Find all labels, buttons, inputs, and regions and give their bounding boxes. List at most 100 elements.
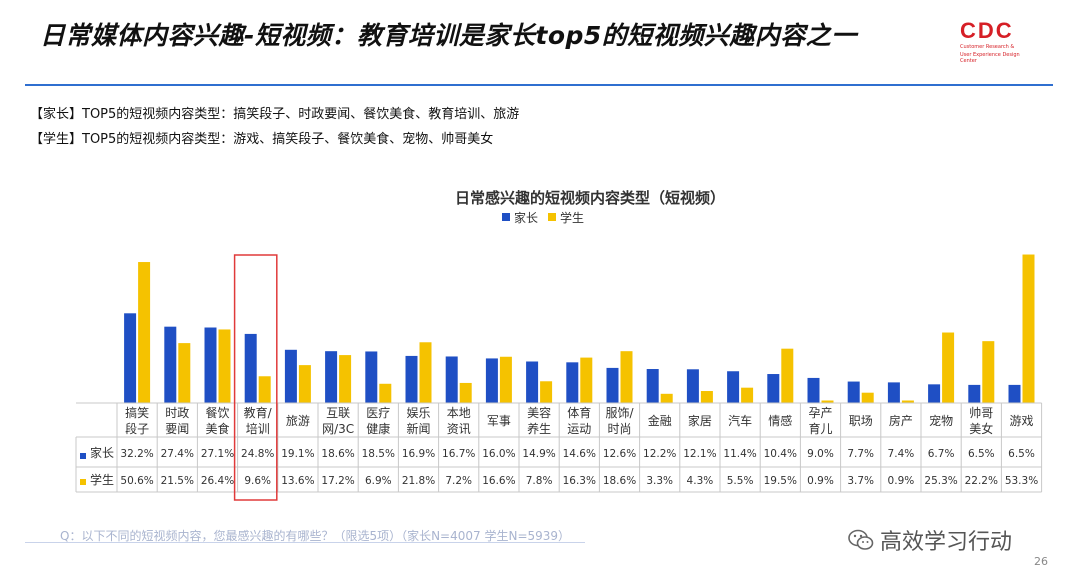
bar-parent (365, 351, 378, 403)
category-label: 家居 (688, 413, 712, 428)
value-label-parent: 16.7% (442, 448, 475, 460)
value-label-student: 7.8% (526, 475, 553, 487)
bar-parent (646, 369, 659, 403)
value-label-student: 17.2% (321, 475, 354, 487)
bar-parent (405, 355, 418, 403)
bar-parent (807, 377, 820, 403)
bar-student (138, 262, 151, 403)
value-label-parent: 27.1% (201, 448, 234, 460)
bar-parent (526, 361, 539, 403)
category-label: 美容 (527, 405, 551, 420)
logo-mark: CDC (960, 18, 1014, 43)
value-label-student: 3.7% (847, 475, 874, 487)
bar-parent (566, 362, 579, 403)
category-label: 互联 (326, 406, 350, 420)
student-summary: 【学生】TOP5的短视频内容类型：游戏、搞笑段子、餐饮美食、宠物、帅哥美女 (30, 132, 494, 147)
bar-parent (164, 326, 177, 403)
row-swatch-parent (80, 453, 86, 459)
category-label: 运动 (567, 422, 591, 436)
highlight-box (233, 254, 278, 501)
bar-student (379, 383, 392, 403)
value-label-parent: 16.0% (482, 448, 515, 460)
category-label: 美食 (205, 421, 229, 436)
bar-student (781, 348, 794, 403)
value-label-parent: 19.1% (281, 448, 314, 460)
category-label: 要闻 (165, 422, 189, 436)
value-label-student: 5.5% (727, 475, 754, 487)
category-label: 房产 (889, 413, 913, 428)
category-label: 帅哥 (969, 406, 993, 420)
category-label: 职场 (849, 414, 873, 428)
company-logo: CDC Customer Research & User Experience … (960, 18, 1034, 65)
value-label-student: 0.9% (888, 475, 915, 487)
value-label-parent: 7.7% (847, 448, 874, 460)
bar-student (178, 343, 191, 403)
category-label: 新闻 (406, 421, 430, 436)
value-label-parent: 9.0% (807, 448, 834, 460)
category-label: 军事 (487, 414, 511, 428)
bar-student (741, 387, 754, 403)
bar-student (982, 341, 995, 403)
bar-student (580, 357, 593, 403)
bar-student (861, 392, 874, 403)
category-label: 本地 (447, 406, 471, 420)
value-label-parent: 11.4% (723, 448, 756, 460)
bar-parent (968, 384, 981, 403)
value-label-student: 22.2% (965, 475, 998, 487)
bar-student (419, 342, 432, 403)
bar-parent (325, 351, 338, 403)
bar-student (1022, 254, 1035, 403)
value-label-student: 4.3% (687, 475, 714, 487)
value-label-student: 19.5% (764, 475, 797, 487)
wechat-watermark: 高效学习行动 (848, 524, 1012, 556)
bar-parent (727, 371, 740, 403)
wechat-icon (848, 529, 874, 550)
category-label: 金融 (648, 413, 672, 428)
category-label: 娱乐 (406, 406, 430, 420)
category-label: 旅游 (286, 414, 310, 428)
legend-swatch-parent (502, 213, 510, 221)
value-label-parent: 14.6% (563, 448, 596, 460)
category-label: 培训 (246, 421, 270, 436)
legend-swatch-student (548, 213, 556, 221)
survey-question-note: Q：以下不同的短视频内容，您最感兴趣的有哪些？（限选5项）（家长N=4007 学… (60, 529, 571, 543)
value-label-parent: 6.5% (1008, 448, 1035, 460)
watermark-text: 高效学习行动 (880, 530, 1013, 555)
category-label: 宠物 (929, 413, 953, 428)
category-label: 服饰/ (605, 406, 634, 420)
header-divider (25, 84, 1053, 86)
category-label: 美女 (969, 421, 993, 436)
value-label-student: 7.2% (445, 475, 472, 487)
bar-parent (686, 369, 699, 403)
value-label-student: 0.9% (807, 475, 834, 487)
bar-student (942, 332, 955, 403)
value-label-student: 21.5% (161, 475, 194, 487)
value-label-student: 3.3% (646, 475, 673, 487)
category-label: 段子 (125, 421, 149, 436)
value-label-student: 25.3% (924, 475, 957, 487)
bar-parent (244, 333, 257, 403)
value-label-student: 13.6% (281, 475, 314, 487)
bar-parent (847, 381, 860, 403)
bar-parent (485, 358, 498, 403)
bar-parent (606, 367, 619, 403)
category-label: 时政 (165, 406, 189, 420)
value-label-parent: 12.2% (643, 448, 676, 460)
bar-student (540, 381, 553, 403)
value-label-parent: 27.4% (161, 448, 194, 460)
value-label-parent: 6.5% (968, 448, 995, 460)
bar-parent (887, 382, 900, 403)
logo-subtitle-2: User Experience Design Center (960, 52, 1020, 64)
bar-parent (1008, 384, 1021, 403)
category-label: 汽车 (728, 413, 752, 428)
bar-student (258, 376, 271, 403)
value-label-parent: 18.5% (362, 448, 395, 460)
bar-student (660, 393, 673, 403)
bar-student (459, 382, 472, 403)
bar-student (499, 356, 512, 403)
chart-title: 日常感兴趣的短视频内容类型（短视频） (455, 189, 725, 207)
row-header-parent: 家长 (90, 445, 114, 460)
value-label-student: 18.6% (603, 475, 636, 487)
parent-summary: 【家长】TOP5的短视频内容类型：搞笑段子、时政要闻、餐饮美食、教育培训、旅游 (30, 107, 520, 122)
category-label: 孕产 (808, 406, 832, 420)
